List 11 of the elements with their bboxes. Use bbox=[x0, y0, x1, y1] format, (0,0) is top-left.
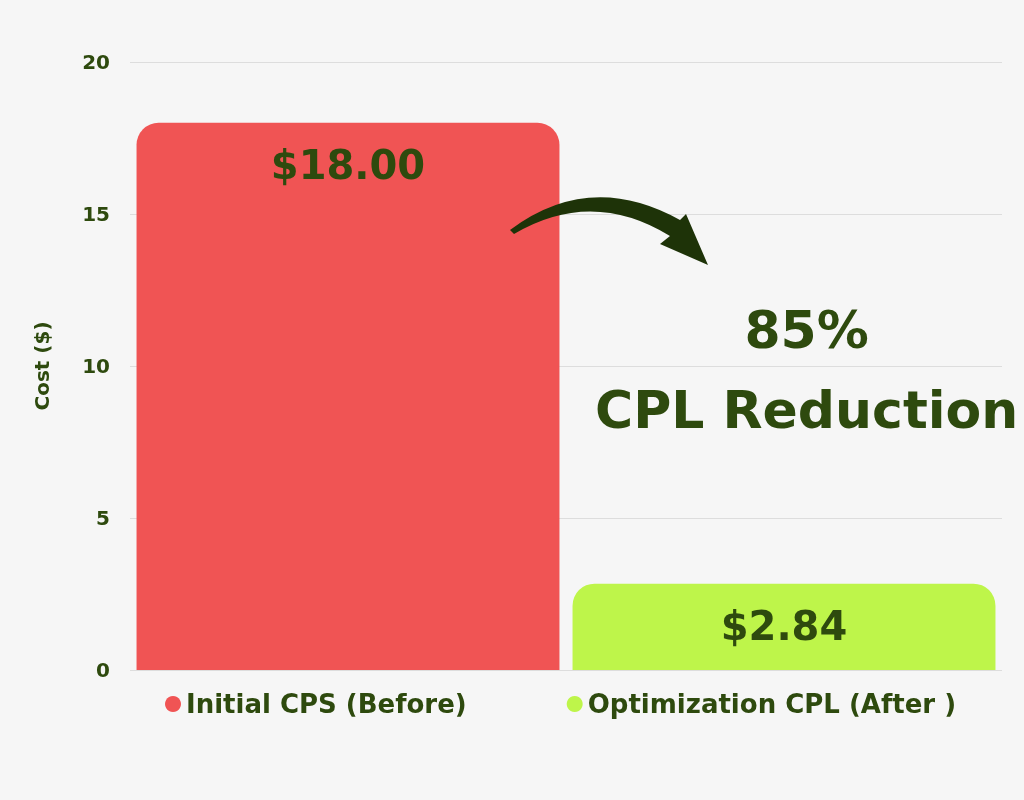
data-label: $2.84 bbox=[720, 602, 848, 649]
annotation: 85% CPL Reduction bbox=[595, 300, 1019, 440]
y-tick-label: 15 bbox=[82, 202, 110, 226]
legend-label: Initial CPS (Before) bbox=[186, 689, 467, 719]
legend-label: Optimization CPL (After ) bbox=[587, 689, 957, 719]
y-tick-label: 20 bbox=[82, 50, 110, 74]
y-axis-title: Cost ($) bbox=[30, 321, 54, 411]
y-tick-label: 5 bbox=[96, 506, 110, 530]
data-label: $18.00 bbox=[270, 141, 426, 188]
y-tick-label: 0 bbox=[96, 658, 110, 682]
y-tick-label: 10 bbox=[82, 354, 110, 378]
